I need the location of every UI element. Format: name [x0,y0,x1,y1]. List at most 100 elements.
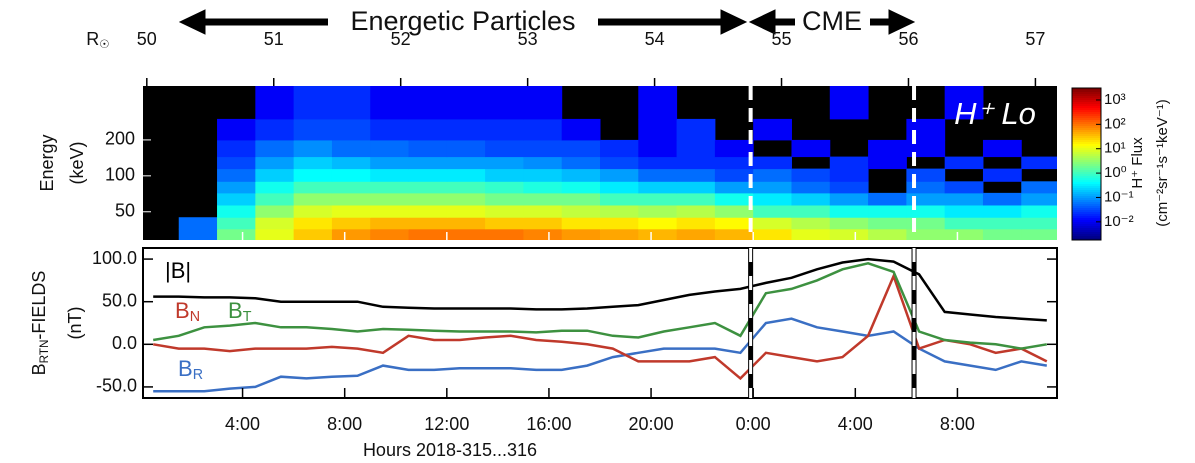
heatmap-cell [408,168,448,182]
heatmap-cell [753,192,792,206]
colorbar-segment [1072,222,1101,225]
heatmap-cell [753,168,792,182]
heatmap-cell [638,86,678,120]
colorbar-segment [1072,194,1101,197]
heatmap-cell [217,168,256,182]
heatmap-cell [714,139,754,158]
heatmap-cell [255,139,295,158]
heatmap-cell [523,168,563,182]
heatmap-cell [638,217,678,230]
colorbar-tick-label: 10⁻² [1104,213,1134,230]
heatmap-cell [638,204,678,218]
colorbar-segment [1072,182,1101,185]
y-tick-label: 100 [105,165,135,185]
heatmap-cell [1021,156,1057,170]
heatmap-cell [561,217,601,230]
colorbar-segment [1072,236,1101,239]
heatmap-cell [370,168,410,182]
heatmap-cell [944,228,984,240]
heatmap-cell [868,228,907,240]
heatmap-cell [638,118,678,141]
heatmap-cell [446,156,486,170]
heatmap-cell [446,204,486,218]
heatmap-cell [331,86,371,120]
colorbar-segment [1072,146,1101,149]
heatmap-cell [446,139,486,158]
heatmap-cell [217,192,256,206]
x2-tick-label: 57 [1025,29,1045,49]
heatmap-cell [638,156,678,170]
heatmap-cell [829,168,869,182]
colorbar-segment [1072,116,1101,119]
heatmap-cell [370,217,410,230]
heatmap-cell [600,217,639,230]
heatmap-cell [293,228,333,240]
colorbar-segment [1072,106,1101,109]
heatmap-cell [523,139,563,158]
heatmap-cell [293,181,333,194]
y-tick-label: 50.0 [102,290,137,310]
y-axis-label: BRTN-FIELDS [29,271,51,376]
heatmap-cell [408,181,448,194]
heatmap-cell [561,181,601,194]
heatmap-cell [600,181,639,194]
heatmap-cell [255,86,295,120]
heatmap-cell [791,192,831,206]
heatmap-cell [408,192,448,206]
heatmap-cell [791,181,831,194]
heatmap-cell [485,86,524,120]
heatmap-cell [906,139,946,158]
heatmap-cell [676,118,716,141]
heatmap-cell [331,228,371,240]
heatmap-cell [868,217,907,230]
heatmap-cell [331,168,371,182]
colorbar-segment [1072,148,1101,151]
heatmap-cell [446,118,486,141]
heatmap-cell [753,228,792,240]
colorbar-segment [1072,230,1101,233]
heatmap-cell [600,204,639,218]
heatmap-cell [408,156,448,170]
colorbar-segment [1072,238,1101,241]
heatmap-cell [906,181,946,194]
x-tick-label: 8:00 [940,414,975,434]
heatmap-cell [829,86,869,120]
heatmap-cell [293,204,333,218]
colorbar-segment [1072,102,1101,105]
y-axis-label: Energy [37,134,57,191]
colorbar-segment [1072,108,1101,111]
heatmap-cell [485,192,524,206]
heatmap-cell [791,139,831,158]
heatmap-cell [829,204,869,218]
heatmap-cell [1021,181,1057,194]
heatmap-cell [982,228,1022,240]
x2-tick-label: 56 [898,29,918,49]
heatmap-cell [217,118,256,141]
heatmap-cell [523,217,563,230]
heatmap-cell [906,204,946,218]
colorbar-segment [1072,144,1101,147]
x-tick-label: 16:00 [526,414,571,434]
colorbar-segment [1072,154,1101,157]
x2-tick-label: 55 [772,29,792,49]
heatmap-cell [331,118,371,141]
heatmap-cell [217,217,256,230]
colorbar-segment [1072,122,1101,125]
heatmap-cell [523,204,563,218]
banner-label: Energetic Particles [350,6,575,36]
colorbar-segment [1072,120,1101,123]
heatmap-cell [485,204,524,218]
colorbar-segment [1072,198,1101,201]
heatmap-cell [638,181,678,194]
colorbar-segment [1072,208,1101,211]
heatmap-cell [944,217,984,230]
heatmap-cell [944,192,984,206]
colorbar-segment [1072,156,1101,159]
colorbar-segment [1072,226,1101,229]
heatmap-cell [370,228,410,240]
heatmap [178,86,1057,240]
x-axis-label: Hours 2018-315...316 [363,440,537,460]
x-tick-label: 0:00 [736,414,771,434]
